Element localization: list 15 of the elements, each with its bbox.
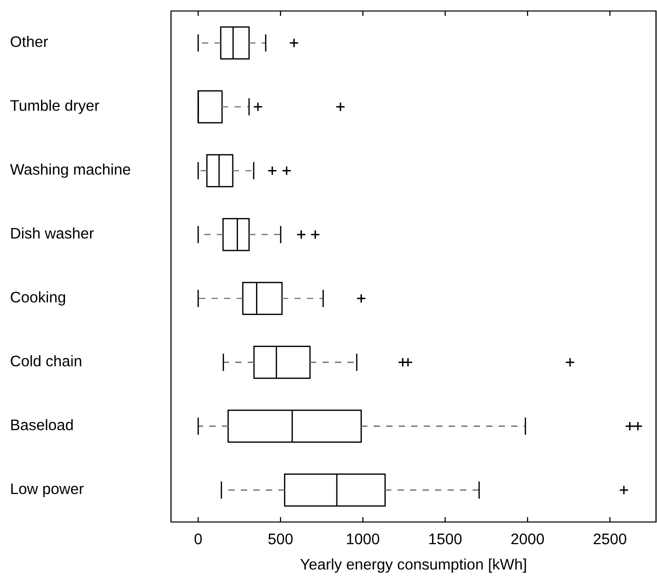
y-tick-label: Baseload — [11, 419, 73, 430]
x-tick-label: 2500 — [594, 534, 626, 544]
y-tick-label: Other — [10, 36, 48, 48]
x-axis-title: Yearly energy consumption [kWh] — [300, 558, 526, 573]
y-tick-label: Dish washer — [11, 227, 94, 239]
x-tick-label: 0 — [194, 534, 202, 544]
y-tick-label: Low power — [11, 484, 84, 498]
y-tick-label: Tumble dryer — [10, 100, 100, 114]
x-tick-label: 1500 — [429, 534, 462, 544]
y-tick-label: Cooking — [10, 291, 66, 306]
y-tick-label: Cold chain — [10, 355, 82, 366]
y-tick-label: Washing machine — [10, 164, 130, 178]
x-tick-label: 2000 — [511, 534, 544, 544]
x-tick-label: 500 — [268, 534, 293, 544]
x-tick-label: 1000 — [347, 534, 380, 544]
